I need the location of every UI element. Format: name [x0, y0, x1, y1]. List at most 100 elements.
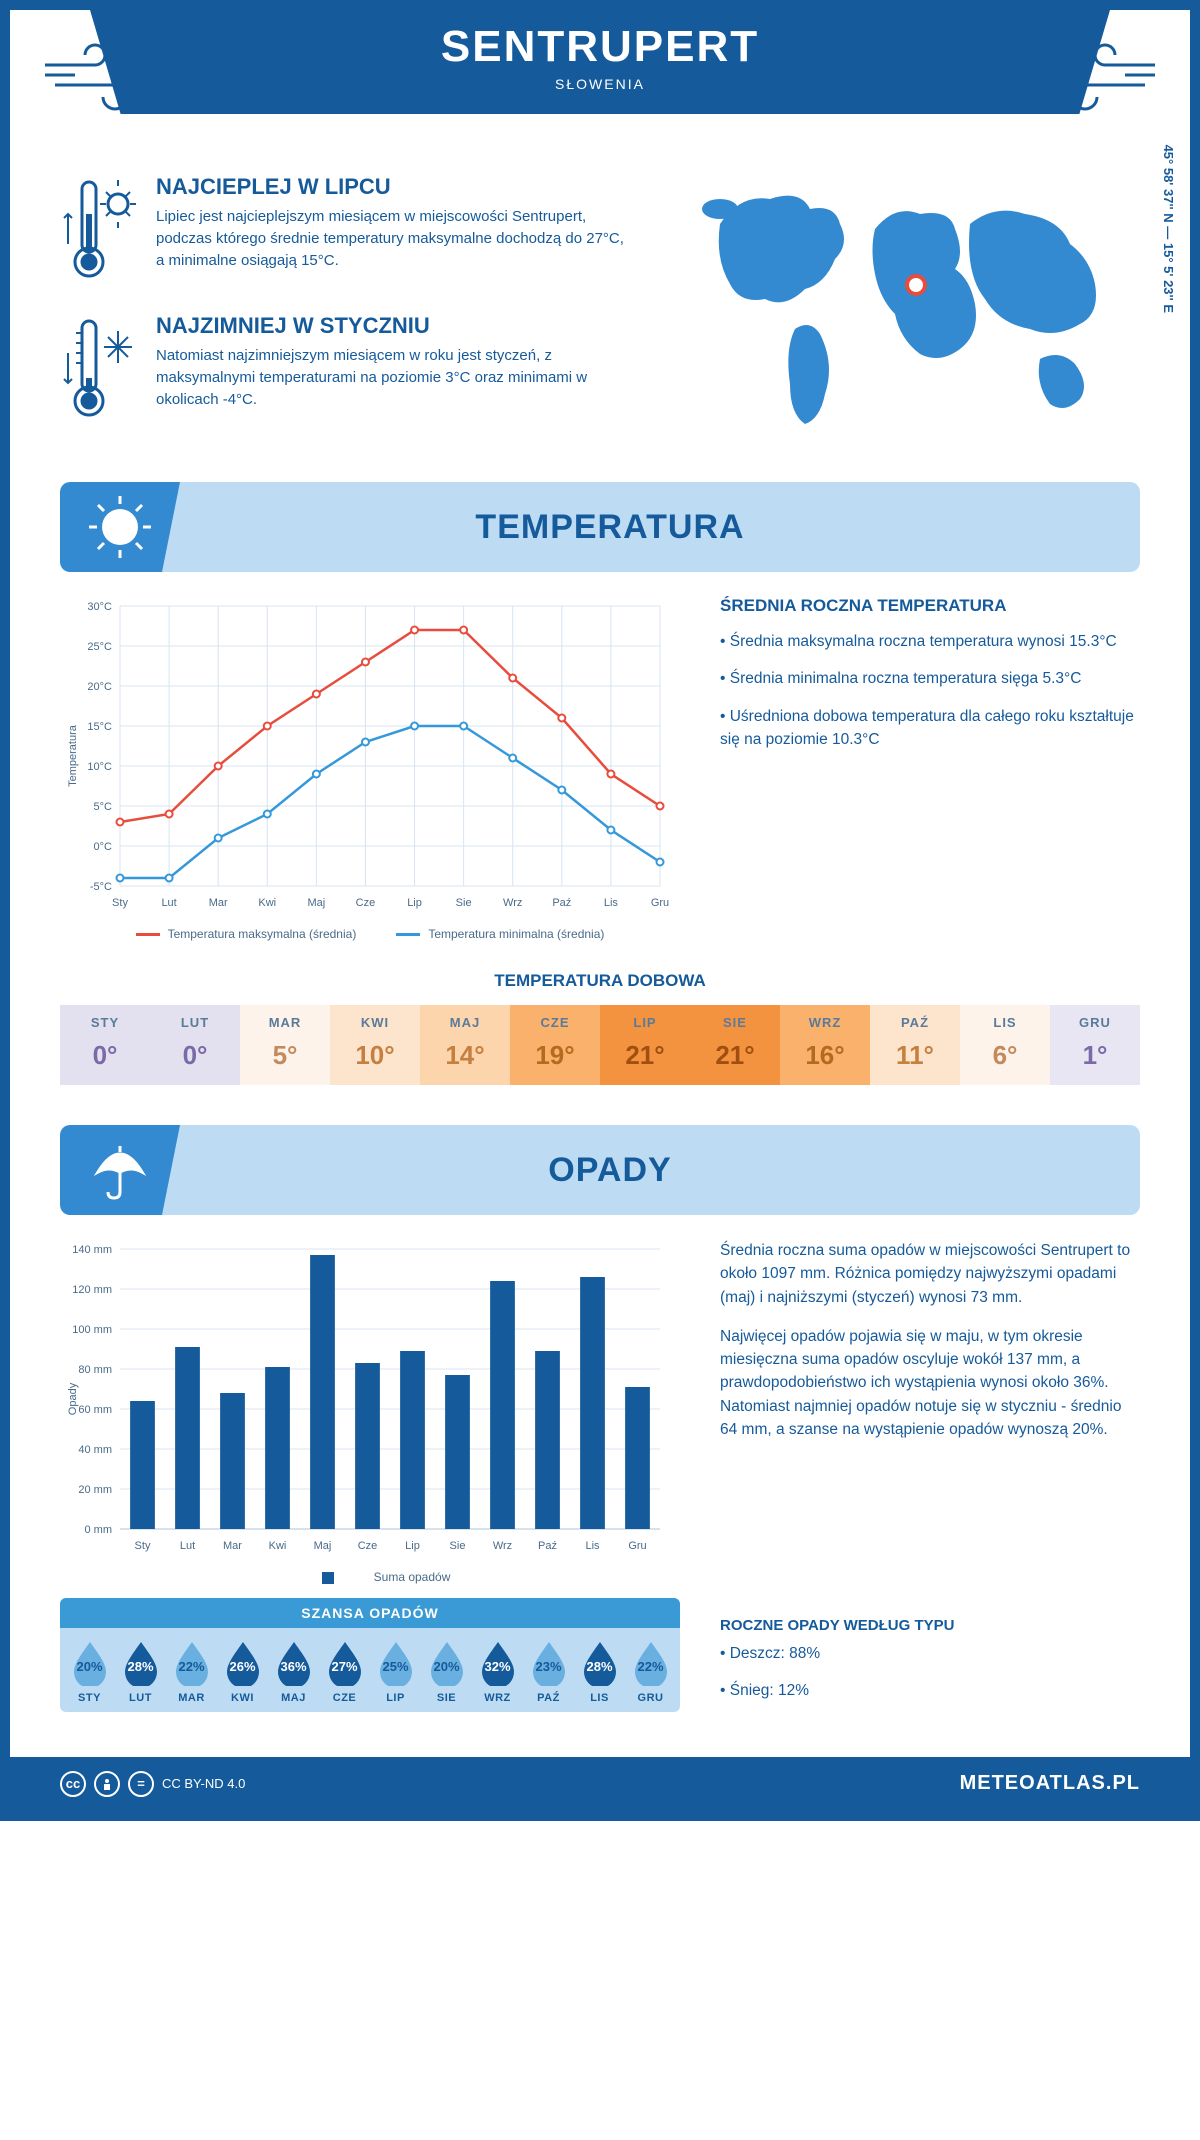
svg-text:Opady: Opady [67, 1382, 79, 1415]
daily-temp-grid: STY0°LUT0°MAR5°KWI10°MAJ14°CZE19°LIP21°S… [60, 1005, 1140, 1085]
coldest-block: NAJZIMNIEJ W STYCZNIU Natomiast najzimni… [60, 313, 630, 428]
thermometer-cold-icon [60, 313, 140, 423]
chance-grid: 20%STY28%LUT22%MAR26%KWI36%MAJ27%CZE25%L… [60, 1628, 680, 1712]
chance-cell: 28%LUT [115, 1638, 166, 1704]
legend-min: Temperatura minimalna (średnia) [396, 927, 604, 941]
precip-text-1: Średnia roczna suma opadów w miejscowośc… [720, 1239, 1140, 1309]
svg-text:Sie: Sie [450, 1540, 466, 1552]
temp-summary-item: Średnia minimalna roczna temperatura się… [720, 667, 1140, 690]
svg-text:20 mm: 20 mm [78, 1484, 112, 1496]
svg-text:25°C: 25°C [87, 641, 112, 653]
precip-type-item: Deszcz: 88% [720, 1642, 1140, 1665]
daily-temp-title: TEMPERATURA DOBOWA [60, 971, 1140, 991]
location-marker [905, 274, 927, 296]
page-frame: SENTRUPERT SŁOWENIA NAJCIEPLEJ W LIPCU L… [0, 0, 1200, 1821]
thermometer-hot-icon [60, 174, 140, 284]
cc-icon: cc [60, 1771, 86, 1797]
chance-cell: 22%MAR [166, 1638, 217, 1704]
temperature-legend: Temperatura maksymalna (średnia) Tempera… [60, 927, 680, 941]
daily-cell: STY0° [60, 1005, 150, 1085]
temperature-summary: ŚREDNIA ROCZNA TEMPERATURA Średnia maksy… [720, 596, 1140, 941]
chance-cell: 36%MAJ [268, 1638, 319, 1704]
page-title: SENTRUPERT [90, 22, 1110, 72]
svg-text:15°C: 15°C [87, 721, 112, 733]
footer-brand: METEOATLAS.PL [960, 1772, 1140, 1795]
svg-text:Temperatura: Temperatura [67, 724, 79, 787]
daily-cell: MAR5° [240, 1005, 330, 1085]
license-block: cc = CC BY-ND 4.0 [60, 1771, 245, 1797]
daily-cell: GRU1° [1050, 1005, 1140, 1085]
svg-text:Lut: Lut [180, 1540, 195, 1552]
svg-text:Paź: Paź [538, 1540, 557, 1552]
temperature-chart: -5°C0°C5°C10°C15°C20°C25°C30°CStyLutMarK… [60, 596, 680, 941]
summary-row: NAJCIEPLEJ W LIPCU Lipiec jest najcieple… [60, 174, 1140, 452]
nd-icon: = [128, 1771, 154, 1797]
page-footer: cc = CC BY-ND 4.0 METEOATLAS.PL [10, 1757, 1190, 1811]
precip-type-item: Śnieg: 12% [720, 1679, 1140, 1702]
temperature-banner: TEMPERATURA [60, 482, 1140, 572]
chance-cell: 22%GRU [625, 1638, 676, 1704]
daily-cell: LIP21° [600, 1005, 690, 1085]
sun-icon [85, 492, 155, 562]
daily-cell: LUT0° [150, 1005, 240, 1085]
svg-text:30°C: 30°C [87, 601, 112, 613]
svg-text:Kwi: Kwi [258, 897, 276, 909]
daily-cell: SIE21° [690, 1005, 780, 1085]
daily-cell: CZE19° [510, 1005, 600, 1085]
umbrella-icon [88, 1138, 152, 1202]
daily-cell: PAŹ11° [870, 1005, 960, 1085]
legend-max: Temperatura maksymalna (średnia) [136, 927, 357, 941]
svg-text:10°C: 10°C [87, 761, 112, 773]
svg-text:140 mm: 140 mm [72, 1244, 112, 1256]
precip-text-2: Najwięcej opadów pojawia się w maju, w t… [720, 1325, 1140, 1441]
precip-legend-label: Suma opadów [342, 1570, 451, 1584]
chance-cell: 27%CZE [319, 1638, 370, 1704]
svg-text:20°C: 20°C [87, 681, 112, 693]
precip-type-title: ROCZNE OPADY WEDŁUG TYPU [720, 1617, 1140, 1634]
daily-cell: WRZ16° [780, 1005, 870, 1085]
temp-summary-item: Średnia maksymalna roczna temperatura wy… [720, 630, 1140, 653]
svg-text:40 mm: 40 mm [78, 1444, 112, 1456]
svg-text:Gru: Gru [628, 1540, 646, 1552]
svg-text:Wrz: Wrz [493, 1540, 512, 1552]
precipitation-chart: 0 mm20 mm40 mm60 mm80 mm100 mm120 mm140 … [60, 1239, 680, 1717]
svg-text:5°C: 5°C [94, 801, 113, 813]
chance-cell: 32%WRZ [472, 1638, 523, 1704]
svg-text:Lip: Lip [407, 897, 422, 909]
svg-text:Lis: Lis [604, 897, 619, 909]
svg-text:Maj: Maj [307, 897, 325, 909]
daily-cell: LIS6° [960, 1005, 1050, 1085]
svg-text:Lip: Lip [405, 1540, 420, 1552]
svg-text:Cze: Cze [356, 897, 376, 909]
svg-text:120 mm: 120 mm [72, 1284, 112, 1296]
svg-text:Lis: Lis [585, 1540, 600, 1552]
coldest-title: NAJZIMNIEJ W STYCZNIU [156, 313, 630, 339]
svg-text:Sty: Sty [135, 1540, 151, 1552]
by-icon [94, 1771, 120, 1797]
svg-text:80 mm: 80 mm [78, 1364, 112, 1376]
svg-text:Wrz: Wrz [503, 897, 522, 909]
svg-text:Paź: Paź [552, 897, 571, 909]
warmest-title: NAJCIEPLEJ W LIPCU [156, 174, 630, 200]
chance-cell: 26%KWI [217, 1638, 268, 1704]
coldest-text: Natomiast najzimniejszym miesiącem w rok… [156, 345, 630, 410]
warmest-block: NAJCIEPLEJ W LIPCU Lipiec jest najcieple… [60, 174, 630, 289]
daily-cell: KWI10° [330, 1005, 420, 1085]
precipitation-summary: Średnia roczna suma opadów w miejscowośc… [720, 1239, 1140, 1717]
chance-cell: 23%PAŹ [523, 1638, 574, 1704]
precipitation-banner: OPADY [60, 1125, 1140, 1215]
warmest-text: Lipiec jest najcieplejszym miesiącem w m… [156, 206, 630, 271]
svg-text:Lut: Lut [161, 897, 176, 909]
daily-cell: MAJ14° [420, 1005, 510, 1085]
coordinates: 45° 58' 37'' N — 15° 5' 23'' E [1161, 145, 1176, 313]
page-header: SENTRUPERT SŁOWENIA [90, 10, 1110, 114]
svg-text:Maj: Maj [314, 1540, 332, 1552]
svg-text:Kwi: Kwi [269, 1540, 287, 1552]
svg-text:100 mm: 100 mm [72, 1324, 112, 1336]
svg-text:Gru: Gru [651, 897, 669, 909]
svg-text:Mar: Mar [223, 1540, 242, 1552]
temp-summary-item: Uśredniona dobowa temperatura dla całego… [720, 705, 1140, 752]
license-text: CC BY-ND 4.0 [162, 1776, 245, 1791]
world-map: 45° 58' 37'' N — 15° 5' 23'' E [660, 174, 1140, 452]
svg-text:60 mm: 60 mm [78, 1404, 112, 1416]
